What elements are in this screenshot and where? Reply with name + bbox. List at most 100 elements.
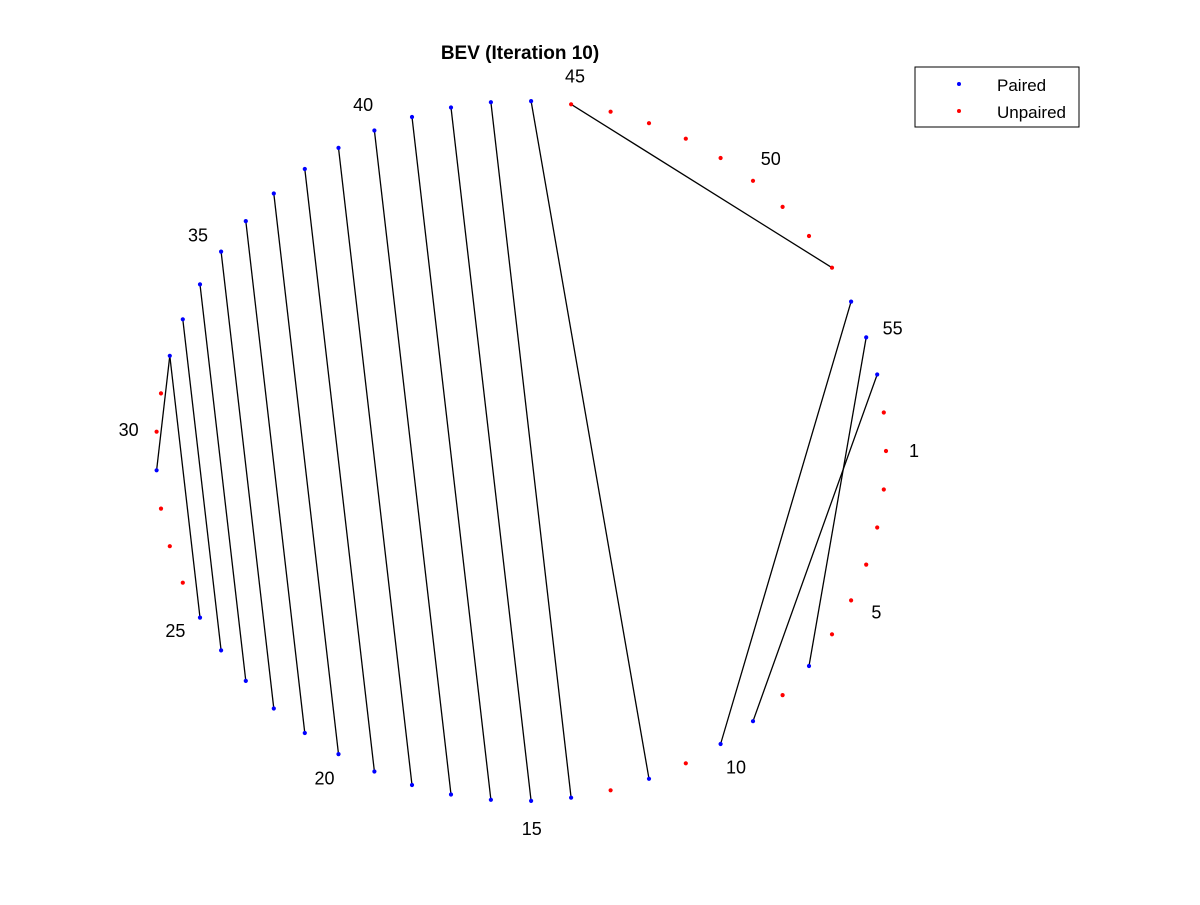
paired-node-44 bbox=[529, 99, 534, 104]
paired-node-38 bbox=[302, 166, 307, 172]
legend-marker-unpaired bbox=[957, 109, 961, 113]
unpaired-node-45 bbox=[569, 102, 574, 107]
pair-line-14-43 bbox=[490, 102, 572, 798]
paired-node-29 bbox=[154, 468, 159, 473]
pair-line-25-32 bbox=[169, 355, 201, 618]
pair-line-20-37 bbox=[273, 193, 340, 755]
paired-node-15 bbox=[529, 798, 534, 804]
paired-node-14 bbox=[569, 795, 574, 800]
unpaired-node-5 bbox=[849, 598, 854, 603]
unpaired-node-4 bbox=[864, 562, 869, 567]
node-label-50: 50 bbox=[761, 149, 781, 169]
pair-line-29-32 bbox=[155, 355, 171, 471]
paired-node-33 bbox=[180, 317, 185, 322]
paired-node-12 bbox=[646, 776, 652, 781]
pair-line-21-36 bbox=[245, 221, 306, 734]
paired-node-43 bbox=[488, 100, 493, 105]
paired-node-18 bbox=[409, 782, 415, 788]
paired-node-23 bbox=[243, 678, 248, 684]
legend-label-paired: Paired bbox=[997, 76, 1046, 95]
unpaired-node-53 bbox=[829, 265, 835, 270]
unpaired-node-48 bbox=[683, 136, 688, 141]
pair-line-22-35 bbox=[220, 251, 275, 709]
paired-node-54 bbox=[849, 299, 854, 304]
node-label-35: 35 bbox=[188, 226, 208, 246]
paired-node-25 bbox=[197, 615, 203, 620]
unpaired-node-50 bbox=[750, 178, 756, 183]
unpaired-node-49 bbox=[718, 155, 723, 161]
node-label-40: 40 bbox=[353, 95, 373, 115]
unpaired-node-57 bbox=[881, 410, 886, 415]
unpaired-node-31 bbox=[158, 391, 164, 396]
unpaired-node-13 bbox=[608, 788, 613, 793]
legend-marker-paired bbox=[957, 82, 961, 86]
legend-box bbox=[914, 66, 1080, 128]
pair-line-18-39 bbox=[337, 147, 413, 786]
chart-title: BEV (Iteration 10) bbox=[441, 43, 599, 64]
node-label-15: 15 bbox=[522, 819, 542, 839]
unpaired-node-2 bbox=[881, 487, 886, 492]
node-label-45: 45 bbox=[565, 67, 585, 87]
paired-node-10 bbox=[718, 741, 723, 747]
pair-line-12-44 bbox=[530, 100, 650, 779]
node-label-30: 30 bbox=[119, 420, 139, 440]
paired-node-7 bbox=[806, 663, 812, 669]
paired-node-35 bbox=[219, 249, 224, 254]
paired-node-16 bbox=[488, 797, 493, 802]
paired-node-41 bbox=[409, 114, 415, 120]
nodes bbox=[154, 99, 889, 804]
paired-node-22 bbox=[271, 706, 276, 711]
paired-node-24 bbox=[219, 648, 224, 653]
paired-node-9 bbox=[750, 719, 756, 724]
paired-node-36 bbox=[243, 219, 248, 224]
pair-line-7-55 bbox=[808, 337, 867, 667]
unpaired-node-27 bbox=[167, 544, 172, 549]
node-label-1: 1 bbox=[909, 441, 919, 461]
unpaired-node-46 bbox=[608, 109, 613, 114]
unpaired-node-26 bbox=[180, 580, 185, 585]
node-label-5: 5 bbox=[871, 602, 881, 622]
paired-node-21 bbox=[302, 730, 307, 736]
paired-node-40 bbox=[372, 128, 377, 133]
unpaired-node-30 bbox=[154, 429, 159, 434]
unpaired-node-52 bbox=[806, 233, 812, 239]
unpaired-node-3 bbox=[875, 525, 880, 530]
node-label-20: 20 bbox=[314, 768, 334, 788]
unpaired-node-8 bbox=[780, 693, 785, 698]
legend: Paired Unpaired bbox=[914, 66, 1080, 128]
unpaired-node-11 bbox=[683, 761, 688, 766]
pair-line-16-41 bbox=[411, 116, 492, 800]
paired-node-20 bbox=[336, 752, 341, 757]
paired-node-56 bbox=[875, 372, 880, 377]
pair-line-9-56 bbox=[752, 374, 878, 722]
paired-node-34 bbox=[197, 282, 203, 287]
unpaired-node-6 bbox=[829, 632, 835, 637]
node-label-10: 10 bbox=[726, 757, 746, 777]
paired-node-42 bbox=[448, 105, 454, 110]
paired-node-37 bbox=[271, 191, 276, 196]
node-label-55: 55 bbox=[883, 318, 903, 338]
pair-line-15-42 bbox=[450, 107, 532, 801]
pair-line-17-40 bbox=[373, 130, 452, 795]
pair-line-10-54 bbox=[719, 301, 852, 745]
pair-line-45-53 bbox=[570, 103, 833, 269]
node-label-25: 25 bbox=[165, 621, 185, 641]
paired-node-19 bbox=[372, 769, 377, 774]
legend-label-unpaired: Unpaired bbox=[997, 103, 1066, 122]
pair-lines bbox=[155, 100, 878, 801]
paired-node-55 bbox=[864, 335, 869, 340]
unpaired-node-51 bbox=[780, 204, 785, 209]
unpaired-node-47 bbox=[646, 121, 652, 126]
paired-node-39 bbox=[336, 145, 341, 150]
pair-line-19-38 bbox=[304, 168, 376, 772]
pair-line-23-34 bbox=[199, 284, 247, 681]
paired-node-17 bbox=[448, 792, 454, 797]
paired-node-32 bbox=[167, 353, 172, 358]
unpaired-node-1 bbox=[883, 448, 889, 454]
unpaired-node-28 bbox=[158, 506, 164, 511]
pair-line-24-33 bbox=[182, 319, 222, 651]
